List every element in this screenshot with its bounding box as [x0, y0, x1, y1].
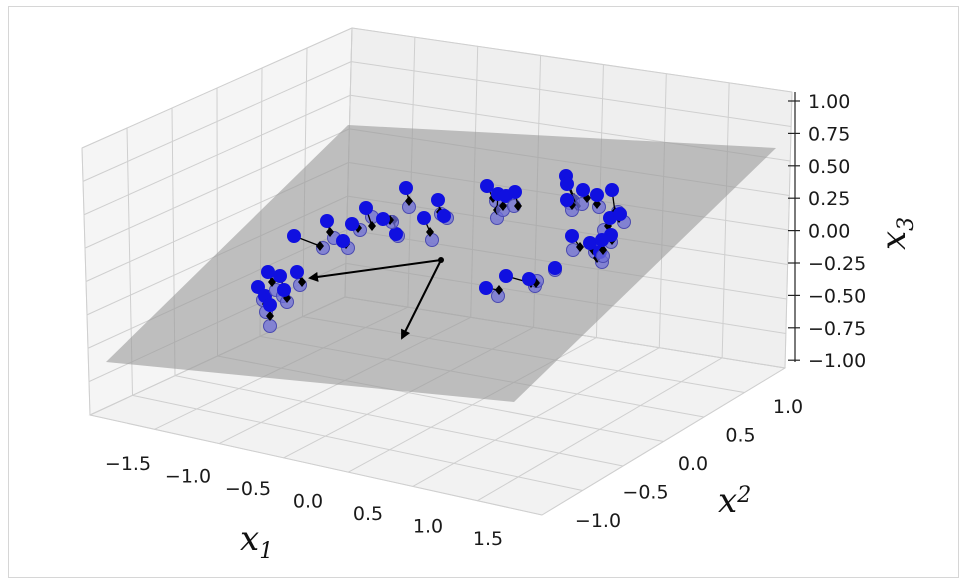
grid-line-x3-back — [351, 61, 792, 127]
projection-marker — [316, 241, 324, 251]
original-point — [277, 283, 291, 297]
grid-line-x3-back — [351, 27, 793, 93]
original-point — [560, 177, 574, 191]
original-point — [287, 229, 301, 243]
original-point — [273, 269, 287, 283]
original-point — [320, 214, 334, 228]
z-tick-label: 1.00 — [808, 91, 850, 113]
x1-tick-label: −0.5 — [225, 478, 271, 500]
original-point — [437, 209, 451, 223]
original-point — [261, 265, 275, 279]
projection-marker — [326, 227, 334, 237]
original-point — [522, 272, 536, 286]
projection-marker — [576, 242, 584, 252]
original-point — [399, 181, 413, 195]
original-point — [576, 183, 590, 197]
projection-marker — [599, 245, 607, 255]
original-point — [560, 193, 574, 207]
x2-tick-label: 0.0 — [678, 453, 708, 475]
z-tick-label: −0.25 — [808, 253, 866, 275]
original-point — [479, 281, 493, 295]
component-vector-2 — [401, 259, 442, 340]
grid-line-x3-left — [82, 61, 352, 182]
z-tick-label: −1.00 — [808, 350, 866, 372]
original-point — [263, 298, 277, 312]
original-point — [605, 183, 619, 197]
original-point — [508, 185, 522, 199]
grid-line-x2-floor — [174, 375, 624, 467]
grid-line-x3-left — [83, 94, 351, 216]
x2-tick-label: 1.0 — [773, 396, 803, 418]
projection-marker — [426, 227, 434, 237]
x1-tick-label: −1.5 — [105, 453, 151, 475]
projection-marker — [368, 221, 376, 231]
x1-tick-label: 0.5 — [353, 503, 383, 525]
original-point — [376, 212, 390, 226]
original-point — [548, 261, 562, 275]
x1-tick-label: 0.0 — [293, 491, 323, 513]
z-tick-label: 0.25 — [808, 188, 850, 210]
grid-line-x2-floor — [132, 394, 583, 491]
x2-tick-label: −0.5 — [622, 482, 668, 504]
principal-component-vectors — [308, 257, 444, 340]
original-point — [345, 217, 359, 231]
x2-tick-label: 0.5 — [725, 425, 755, 447]
z-tick-label: 0.75 — [808, 123, 850, 145]
x1-tick-label: −1.0 — [165, 466, 211, 488]
x3-axis-label: x3 — [874, 217, 919, 250]
original-point — [417, 211, 431, 225]
original-point — [565, 229, 579, 243]
original-point — [499, 269, 513, 283]
original-point — [590, 188, 604, 202]
projection-marker — [499, 201, 507, 211]
original-point — [389, 227, 403, 241]
z-tick-label: −0.50 — [808, 285, 866, 307]
original-point — [290, 265, 304, 279]
projection-marker — [495, 285, 503, 295]
data-points — [251, 169, 631, 333]
original-point — [595, 233, 609, 247]
original-point — [583, 236, 597, 250]
original-point — [431, 193, 445, 207]
x2-axis-label: x2 — [718, 481, 751, 521]
tick-labels: 1.000.750.500.250.00−0.25−0.50−0.75−1.00… — [105, 91, 866, 550]
x1-tick-label: 1.5 — [473, 528, 503, 550]
grid-line-x2-floor — [89, 414, 543, 516]
projection-marker — [405, 196, 413, 206]
z-tick-label: −0.75 — [808, 318, 866, 340]
component-vector-1 — [308, 259, 442, 282]
original-point — [480, 179, 494, 193]
original-point — [336, 234, 350, 248]
grid-line-x3-left — [84, 128, 350, 249]
projection-marker — [298, 277, 306, 287]
original-point — [613, 207, 627, 221]
projected-point — [425, 233, 439, 247]
z-tick-label: 0.50 — [808, 156, 850, 178]
original-point — [359, 201, 373, 215]
x1-tick-label: 1.0 — [413, 516, 443, 538]
projected-point — [263, 319, 277, 333]
projection-marker — [514, 201, 522, 211]
z-tick-label: 0.00 — [808, 221, 850, 243]
x1-axis-label: x1 — [240, 519, 273, 564]
projection-marker — [266, 311, 274, 321]
grid-line-x3-left — [81, 27, 353, 149]
x2-tick-label: −1.0 — [575, 510, 621, 532]
